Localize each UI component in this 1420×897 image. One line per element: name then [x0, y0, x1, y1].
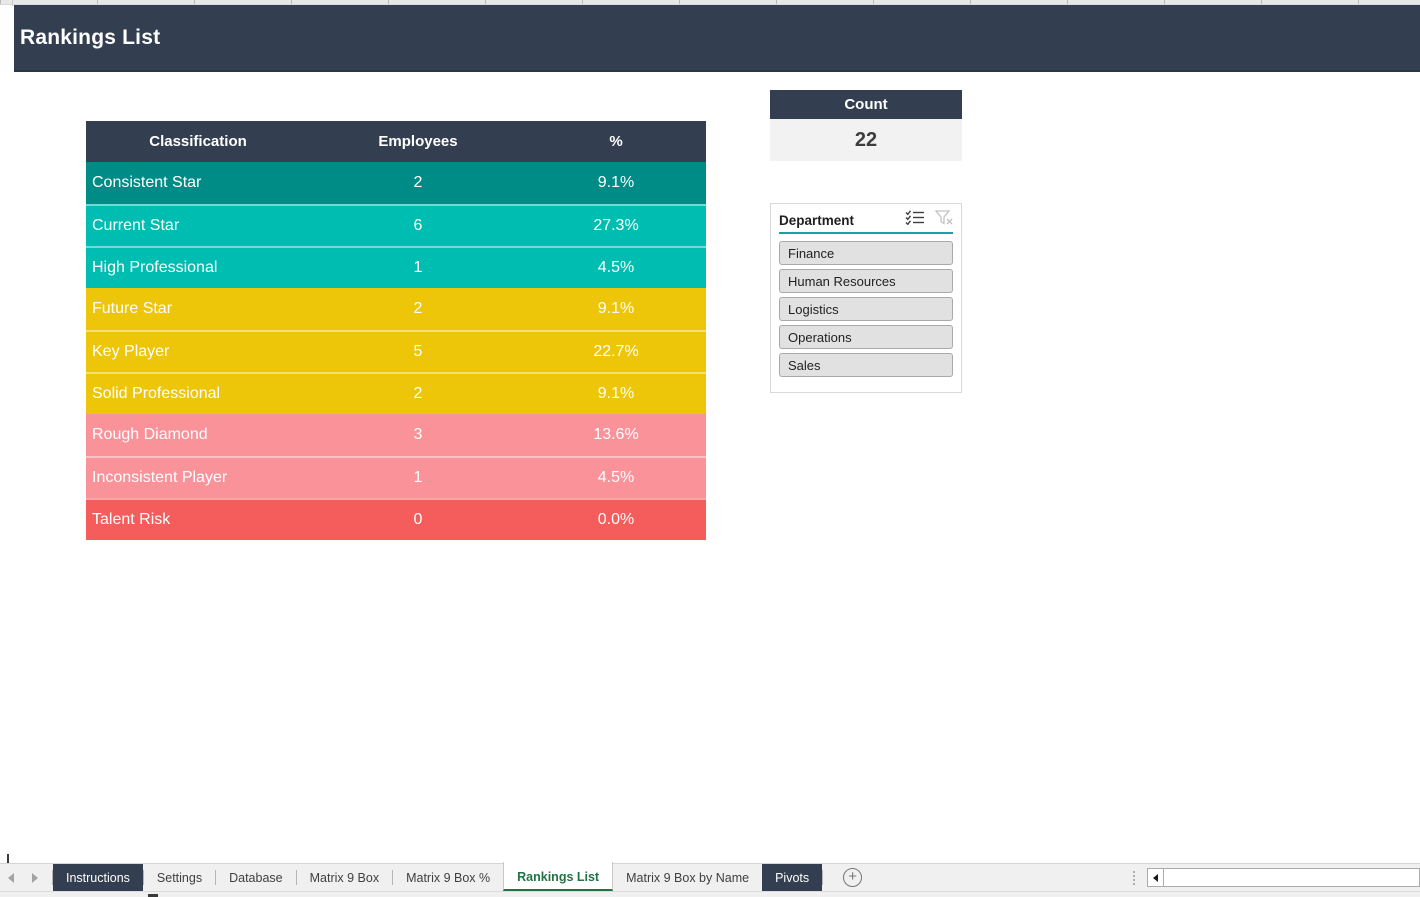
- slicer-item-sales[interactable]: Sales: [779, 353, 953, 377]
- cell-percent[interactable]: 4.5%: [597, 259, 635, 276]
- column-edge-strip: [0, 0, 1420, 5]
- cell-employees[interactable]: 3: [413, 426, 423, 443]
- table-row[interactable]: Rough Diamond 3 13.6%: [86, 414, 706, 456]
- cell-classification[interactable]: Solid Professional: [92, 385, 221, 402]
- cell-classification[interactable]: Future Star: [92, 300, 173, 317]
- clear-filter-icon[interactable]: [934, 209, 953, 231]
- tab-matrix-9-box-pct[interactable]: Matrix 9 Box %: [406, 870, 491, 885]
- horizontal-scrollbar[interactable]: [1147, 868, 1420, 887]
- slicer-header: Department: [779, 209, 953, 234]
- cell-employees[interactable]: 5: [413, 343, 423, 360]
- table-header-row: Classification Employees %: [86, 121, 706, 162]
- multi-select-icon[interactable]: [905, 210, 925, 230]
- add-sheet-icon[interactable]: +: [843, 868, 863, 887]
- table-row[interactable]: Current Star 6 27.3%: [86, 204, 706, 246]
- tab-rankings-list[interactable]: Rankings List: [503, 862, 614, 891]
- cell-percent[interactable]: 22.7%: [593, 343, 639, 360]
- cell-percent[interactable]: 9.1%: [597, 300, 635, 317]
- tab-pivots[interactable]: Pivots: [762, 864, 823, 891]
- tab-matrix-9-box[interactable]: Matrix 9 Box: [309, 870, 380, 885]
- table-row[interactable]: Key Player 5 22.7%: [86, 330, 706, 372]
- cell-percent[interactable]: 9.1%: [597, 174, 635, 191]
- table-row[interactable]: High Professional 1 4.5%: [86, 246, 706, 288]
- scroll-left-icon[interactable]: [1148, 869, 1164, 886]
- prev-sheet-icon[interactable]: [8, 872, 14, 883]
- column-header-percent: %: [609, 133, 623, 150]
- cell-employees[interactable]: 1: [413, 469, 423, 486]
- cell-classification[interactable]: Rough Diamond: [92, 426, 208, 443]
- next-sheet-icon[interactable]: [32, 872, 38, 883]
- cell-percent[interactable]: 0.0%: [597, 511, 635, 528]
- cell-classification[interactable]: Key Player: [92, 343, 170, 360]
- cell-percent[interactable]: 4.5%: [597, 469, 635, 486]
- tab-instructions[interactable]: Instructions: [53, 864, 143, 891]
- scrollbar-track[interactable]: [1164, 869, 1419, 886]
- cell-percent[interactable]: 9.1%: [597, 385, 635, 402]
- tab-matrix-9-box-by-name[interactable]: Matrix 9 Box by Name: [626, 870, 750, 885]
- count-label: Count: [770, 90, 962, 119]
- scroll-split-handle: [7, 854, 9, 863]
- table-row[interactable]: Inconsistent Player 1 4.5%: [86, 456, 706, 498]
- cell-percent[interactable]: 13.6%: [593, 426, 639, 443]
- table-row[interactable]: Future Star 2 9.1%: [86, 288, 706, 330]
- cell-employees[interactable]: 6: [413, 217, 423, 234]
- count-summary-box: Count 22: [770, 90, 962, 161]
- slicer-item-human-resources[interactable]: Human Resources: [779, 269, 953, 293]
- column-header-classification: Classification: [149, 133, 247, 150]
- sheet-tab-bar: Instructions Settings Database Matrix 9 …: [0, 862, 1420, 891]
- column-header-employees: Employees: [378, 133, 458, 150]
- table-row[interactable]: Solid Professional 2 9.1%: [86, 372, 706, 414]
- page-title: Rankings List: [20, 25, 161, 49]
- cell-classification[interactable]: Current Star: [92, 217, 180, 234]
- tab-scroll-grip[interactable]: [1133, 870, 1135, 885]
- rankings-pivot-table: Classification Employees % Consistent St…: [86, 121, 706, 540]
- tab-database[interactable]: Database: [229, 870, 283, 885]
- cell-employees[interactable]: 0: [413, 511, 423, 528]
- table-row[interactable]: Consistent Star 2 9.1%: [86, 162, 706, 204]
- cell-employees[interactable]: 2: [413, 300, 423, 317]
- page-title-banner: Rankings List: [14, 5, 1420, 72]
- cell-employees[interactable]: 2: [413, 174, 423, 191]
- slicer-item-logistics[interactable]: Logistics: [779, 297, 953, 321]
- cell-classification[interactable]: High Professional: [92, 259, 218, 276]
- count-value[interactable]: 22: [770, 119, 962, 161]
- left-gutter-line: [12, 0, 13, 6]
- status-strip: [0, 891, 1420, 897]
- department-slicer: Department Finance: [770, 203, 962, 393]
- cell-classification[interactable]: Consistent Star: [92, 174, 202, 191]
- slicer-item-finance[interactable]: Finance: [779, 241, 953, 265]
- slicer-item-list: Finance Human Resources Logistics Operat…: [779, 241, 953, 377]
- status-strip-mark: [148, 894, 158, 897]
- table-body: Consistent Star 2 9.1% Current Star 6 27…: [86, 162, 706, 540]
- slicer-item-operations[interactable]: Operations: [779, 325, 953, 349]
- table-row[interactable]: Talent Risk 0 0.0%: [86, 498, 706, 540]
- cell-classification[interactable]: Inconsistent Player: [92, 469, 228, 486]
- cell-employees[interactable]: 2: [413, 385, 423, 402]
- cell-classification[interactable]: Talent Risk: [92, 511, 171, 528]
- slicer-title: Department: [779, 212, 855, 228]
- tab-settings[interactable]: Settings: [156, 870, 203, 885]
- sheet-nav-arrows: [0, 864, 52, 891]
- cell-percent[interactable]: 27.3%: [593, 217, 639, 234]
- cell-employees[interactable]: 1: [413, 259, 423, 276]
